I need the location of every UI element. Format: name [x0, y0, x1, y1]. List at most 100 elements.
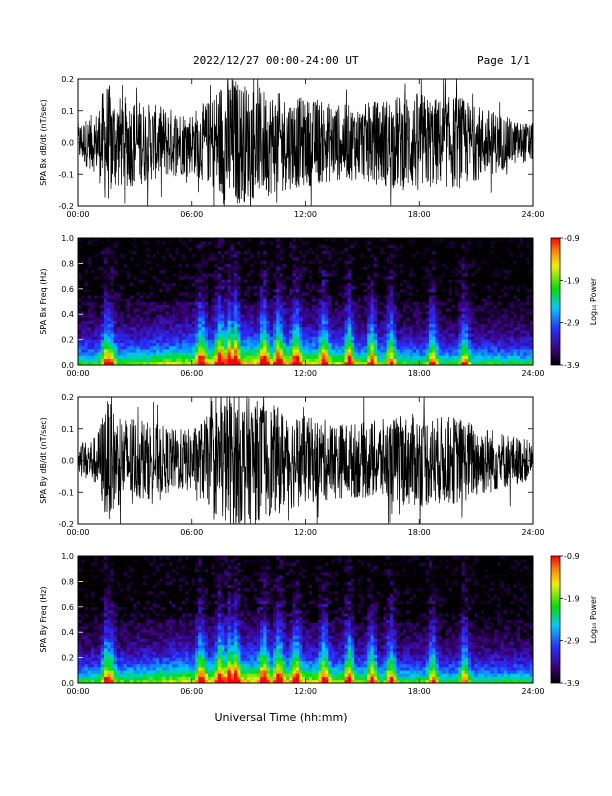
spectrogram-cell: [345, 317, 349, 320]
spectrogram-cell: [299, 292, 303, 295]
spectrogram-cell: [410, 289, 414, 292]
x-tick-label: 00:00: [66, 210, 89, 219]
spectrogram-cell: [387, 305, 391, 308]
spectrogram-cell: [159, 305, 163, 308]
spectrogram-cell: [130, 327, 134, 330]
spectrogram-cell: [455, 263, 459, 266]
spectrogram-cell: [120, 298, 124, 301]
spectrogram-cell: [267, 359, 271, 362]
spectrogram-cell: [208, 254, 212, 257]
spectrogram-cell: [361, 289, 365, 292]
spectrogram-cell: [211, 282, 215, 285]
spectrogram-cell: [445, 298, 449, 301]
spectrogram-cell: [397, 308, 401, 311]
spectrogram-cell: [390, 336, 394, 339]
spectrogram-cell: [241, 305, 245, 308]
spectrogram-cell: [117, 251, 121, 254]
spectrogram-cell: [351, 241, 355, 244]
spectrogram-cell: [351, 343, 355, 346]
spectrogram-cell: [465, 352, 469, 355]
spectrogram-cell: [354, 298, 358, 301]
spectrogram-cell: [377, 324, 381, 327]
spectrogram-cell: [419, 302, 423, 305]
spectrogram-cell: [348, 333, 352, 336]
spectrogram-cell: [280, 305, 284, 308]
spectrogram-cell: [107, 254, 111, 257]
spectrogram-cell: [146, 317, 150, 320]
spectrogram-cell: [397, 349, 401, 352]
spectrogram-cell: [455, 241, 459, 244]
spectrogram-cell: [104, 327, 108, 330]
spectrogram-cell: [179, 292, 183, 295]
spectrogram-cell: [319, 251, 323, 254]
spectrogram-cell: [315, 308, 319, 311]
spectrogram-cell: [387, 317, 391, 320]
spectrogram-cell: [124, 289, 128, 292]
spectrogram-cell: [140, 311, 144, 314]
spectrogram-cell: [471, 289, 475, 292]
spectrogram-cell: [452, 321, 456, 324]
spectrogram-cell: [224, 295, 228, 298]
spectrogram-cell: [130, 302, 134, 305]
spectrogram-cell: [367, 355, 371, 358]
spectrogram-cell: [270, 302, 274, 305]
spectrogram-cell: [419, 352, 423, 355]
spectrogram-cell: [423, 302, 427, 305]
spectrogram-cell: [286, 238, 290, 241]
spectrogram-cell: [260, 336, 264, 339]
spectrogram-cell: [351, 324, 355, 327]
spectrogram-cell: [231, 257, 235, 260]
spectrogram-cell: [423, 355, 427, 358]
spectrogram-cell: [124, 317, 128, 320]
spectrogram-cell: [195, 327, 199, 330]
spectrogram-cell: [88, 276, 92, 279]
spectrogram-cell: [172, 302, 176, 305]
spectrogram-cell: [250, 324, 254, 327]
spectrogram-cell: [419, 244, 423, 247]
spectrogram-cell: [475, 276, 479, 279]
spectrogram-cell: [215, 340, 219, 343]
spectrogram-cell: [101, 346, 105, 349]
spectrogram-cell: [88, 311, 92, 314]
spectrogram-cell: [98, 336, 102, 339]
spectrogram-cell: [179, 333, 183, 336]
spectrogram-cell: [302, 330, 306, 333]
spectrogram-cell: [91, 324, 95, 327]
spectrogram-cell: [312, 317, 316, 320]
spectrogram-cell: [419, 311, 423, 314]
spectrogram-cell: [156, 308, 160, 311]
spectrogram-cell: [319, 321, 323, 324]
spectrogram-cell: [475, 273, 479, 276]
spectrogram-cell: [462, 330, 466, 333]
spectrogram-cell: [312, 327, 316, 330]
spectrogram-cell: [296, 346, 300, 349]
spectrogram-cell: [179, 251, 183, 254]
spectrogram-cell: [341, 254, 345, 257]
spectrogram-cell: [263, 276, 267, 279]
spectrogram-cell: [146, 276, 150, 279]
spectrogram-cell: [169, 244, 173, 247]
spectrogram-cell: [270, 241, 274, 244]
spectrogram-cell: [387, 352, 391, 355]
spectrogram-cell: [312, 257, 316, 260]
spectrogram-cell: [338, 317, 342, 320]
spectrogram-cell: [423, 289, 427, 292]
spectrogram-cell: [91, 270, 95, 273]
spectrogram-cell: [387, 298, 391, 301]
spectrogram-cell: [98, 238, 102, 241]
spectrogram-cell: [429, 340, 433, 343]
spectrogram-cell: [179, 317, 183, 320]
spectrogram-cell: [299, 282, 303, 285]
spectrogram-cell: [439, 305, 443, 308]
spectrogram-cell: [322, 257, 326, 260]
spectrogram-cell: [159, 238, 163, 241]
spectrogram-cell: [218, 238, 222, 241]
spectrogram-cell: [257, 270, 261, 273]
spectrogram-cell: [179, 336, 183, 339]
spectrogram-cell: [406, 292, 410, 295]
spectrogram-cell: [228, 260, 232, 263]
spectrogram-cell: [423, 279, 427, 282]
spectrogram-cell: [143, 308, 147, 311]
spectrogram-cell: [306, 267, 310, 270]
spectrogram-cell: [452, 267, 456, 270]
